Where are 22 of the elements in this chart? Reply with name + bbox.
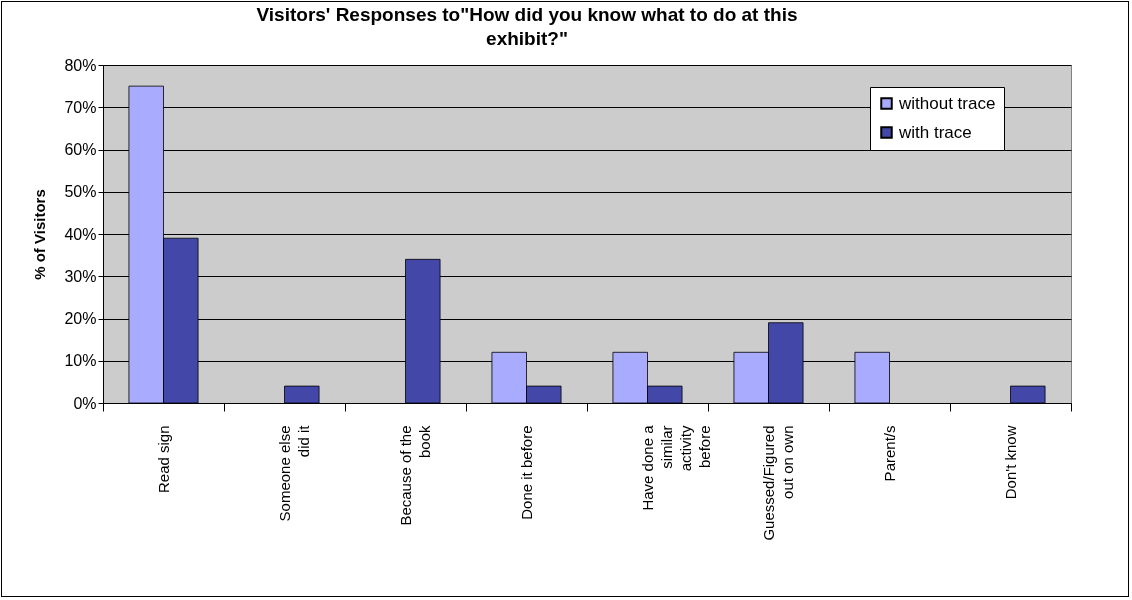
x-tick-label: Don't know [1002,425,1019,500]
bar [284,385,320,404]
x-tick-label: Someone else did it [276,424,312,522]
y-tick-label: 70% [64,98,97,116]
chart-title: Visitors' Responses to"How did you know what to do at this exhibit?" [256,4,798,49]
legend-label: without trace [898,93,996,113]
y-tick-label: 60% [64,141,97,158]
y-tick-label: 30% [64,267,97,285]
x-tick-label: Have done a similar activity before [639,424,713,511]
x-tick-label: Done it before [518,425,535,520]
y-tick-label: 0% [73,394,97,412]
x-tick-label: Parent/s [881,425,898,482]
y-tick-label: 50% [64,183,97,201]
y-tick-label: 40% [64,225,97,243]
x-tick-label: Read sign [155,425,172,494]
bar [1010,385,1046,404]
y-tick-label: 80% [64,56,97,74]
y-tick-label: 20% [64,310,97,327]
y-tick-label: 10% [64,352,97,370]
y-axis-title: % of Visitors [31,189,49,280]
legend-label: with trace [898,122,972,142]
x-tick-label: Because of the book [397,425,433,526]
